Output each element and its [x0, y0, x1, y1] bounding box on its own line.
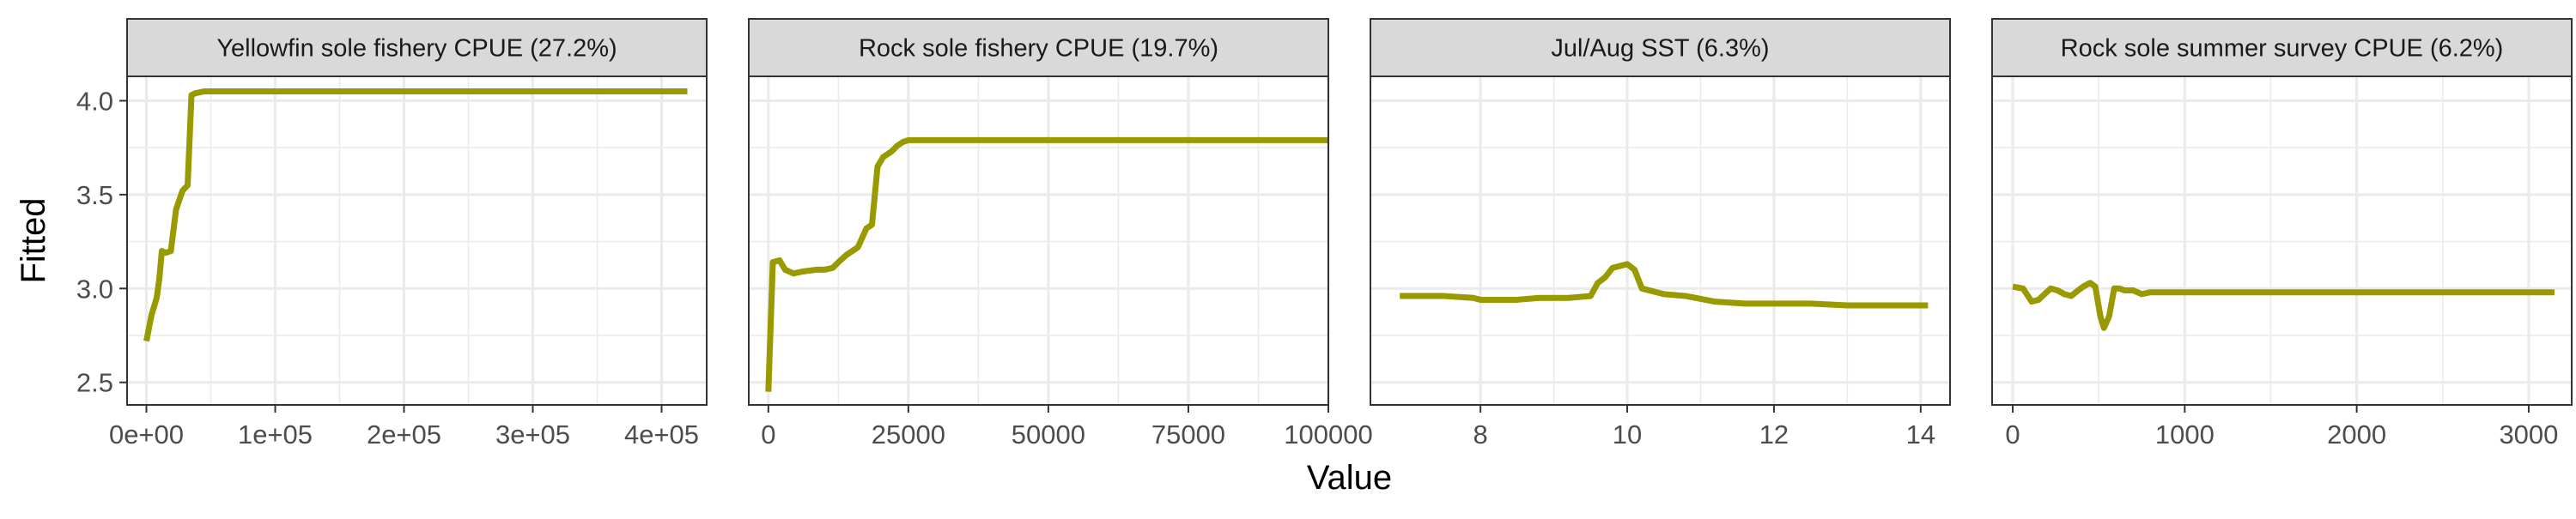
y-tick-label: 4.0 [76, 86, 113, 116]
series-line [765, 136, 1328, 392]
facet-panel: Jul/Aug SST (6.3%) 8 10 12 14 [1370, 18, 1951, 450]
x-tick-label: 1e+05 [238, 419, 313, 450]
facet-panel: Yellowfin sole fishery CPUE (27.2%) 0e+00… [109, 18, 708, 450]
panel-background [1370, 76, 1950, 405]
panel-background [749, 76, 1328, 405]
facet-strip-label: Jul/Aug SST (6.3%) [1551, 35, 1769, 63]
x-tick-label: 3000 [2499, 419, 2558, 450]
x-tick-label: 75000 [1151, 419, 1225, 450]
x-tick-label: 2e+05 [367, 419, 441, 450]
facet-panel: Rock sole summer survey CPUE (6.2%) 0 1000… [1991, 18, 2573, 450]
y-tick-label: 3.5 [76, 180, 113, 210]
y-axis-title: Fitted [15, 197, 52, 283]
facet-strip-label: Rock sole fishery CPUE (19.7%) [859, 35, 1218, 63]
x-tick-label: 12 [1759, 419, 1789, 450]
facet-strip [748, 18, 1329, 77]
x-tick-label: 4e+05 [624, 419, 699, 450]
x-tick-label: 1000 [2155, 419, 2215, 450]
x-tick-label: 100000 [1284, 419, 1372, 450]
series-line [2012, 280, 2555, 331]
facet-strip [1991, 18, 2573, 77]
y-tick-label: 3.0 [76, 274, 113, 304]
x-tick-label: 50000 [1012, 419, 1085, 450]
x-tick-label: 0e+00 [109, 419, 184, 450]
facet-panel: Rock sole fishery CPUE (19.7%) 0 25000 5000… [748, 18, 1373, 450]
x-tick-label: 0 [761, 419, 775, 450]
x-tick-label: 2000 [2327, 419, 2386, 450]
facet-strip [1370, 18, 1951, 77]
x-axis-title: Value [1307, 459, 1392, 497]
panel-background [1992, 76, 2572, 405]
y-tick-label: 2.5 [76, 368, 113, 398]
panel-background [127, 76, 707, 405]
x-tick-label: 25000 [872, 419, 945, 450]
facet-strip [126, 18, 708, 77]
x-tick-label: 8 [1473, 419, 1488, 450]
facet-strip-label: Yellowfin sole fishery CPUE (27.2%) [216, 35, 617, 63]
series-line [143, 88, 688, 342]
facet-strip-label: Rock sole summer survey CPUE (6.2%) [2061, 35, 2504, 63]
x-tick-label: 14 [1906, 419, 1935, 450]
x-tick-label: 3e+05 [495, 419, 570, 450]
x-tick-label: 0 [2005, 419, 2020, 450]
x-tick-label: 10 [1613, 419, 1642, 450]
series-line [1400, 261, 1929, 309]
